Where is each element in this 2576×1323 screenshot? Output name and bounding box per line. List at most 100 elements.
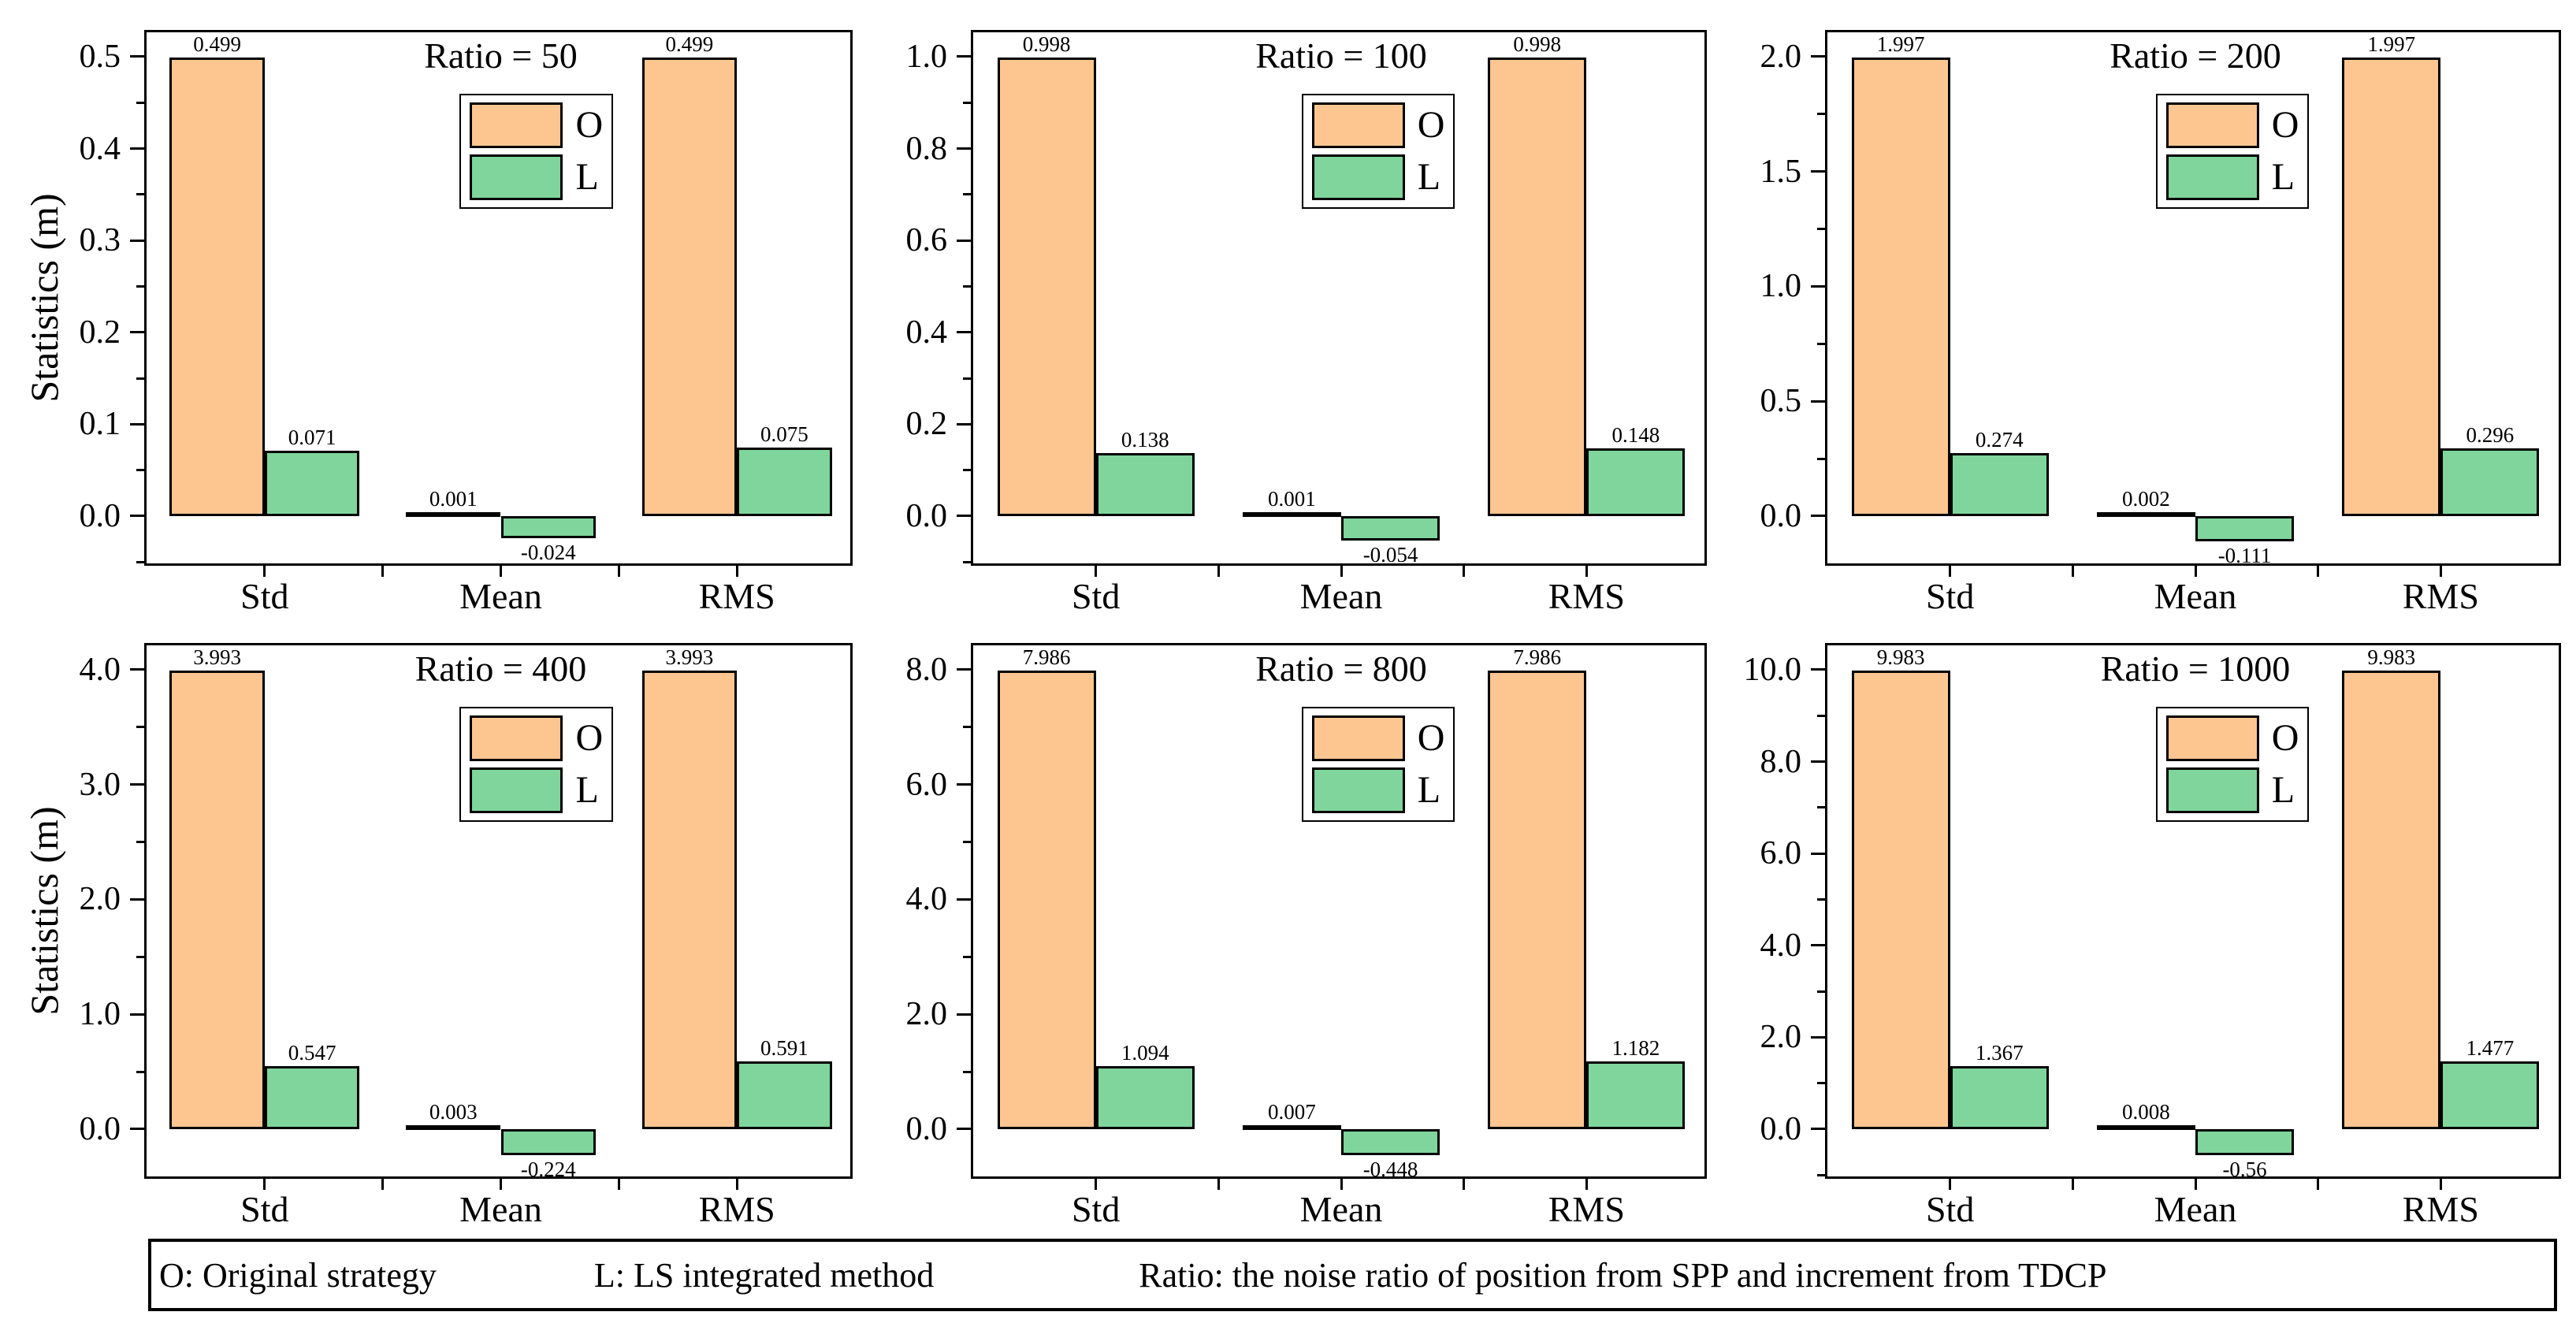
plot-area-ratio-400: 0.0 1.0 2.0 3.0 4.0 Std Mean RMS 3.993 0.003 3.993… [80, 643, 853, 1228]
bar-mean-o [1242, 511, 1341, 517]
y-tick-label: 2.0 [905, 996, 948, 1033]
x-tick [1949, 563, 1952, 577]
y-tick-label: 2.0 [79, 881, 121, 918]
x-tick [381, 1176, 385, 1190]
bar-value-label: 9.983 [2367, 645, 2416, 669]
bar-rms-o [2342, 670, 2441, 1129]
category-label-mean: Mean [2154, 1189, 2237, 1229]
y-major-tick [957, 331, 971, 334]
x-tick [500, 563, 502, 577]
bar-value-label: 0.591 [760, 1035, 808, 1060]
y-tick-label: 0.8 [905, 130, 948, 167]
legend-label-l: L [1417, 156, 1441, 198]
legend-swatch-l [2165, 767, 2259, 813]
legend-label-o: O [575, 104, 604, 146]
chart-title-ratio-1000: Ratio = 1000 [2100, 648, 2291, 689]
y-minor-tick [1817, 457, 1825, 460]
x-tick [735, 563, 738, 577]
bar-value-label: 1.367 [1975, 1041, 2024, 1065]
bar-mean-o [406, 511, 501, 517]
bar-value-label: -0.111 [2217, 544, 2272, 568]
y-tick-label: 0.2 [79, 314, 121, 351]
y-minor-tick [963, 726, 971, 729]
bar-mean-l [500, 1128, 596, 1155]
category-label-std: Std [1071, 576, 1121, 616]
y-tick-label: 0.5 [79, 38, 121, 75]
y-minor-tick [136, 101, 144, 104]
bar-rms-o [2342, 57, 2441, 516]
legend-entry-o: O [2165, 715, 2299, 761]
bar-value-label: 0.547 [288, 1041, 336, 1065]
bar-mean-l [500, 515, 596, 538]
y-major-tick [1811, 760, 1825, 764]
category-label-mean: Mean [459, 576, 542, 616]
bar-value-label: 0.998 [1513, 32, 1562, 57]
bar-value-label: 0.296 [2466, 422, 2515, 447]
bar-value-label: 0.274 [1975, 428, 2024, 452]
bar-value-label: 0.001 [1268, 486, 1316, 511]
y-tick-label: 0.1 [79, 406, 121, 443]
legend-swatch-l [470, 767, 563, 813]
bar-value-label: 0.998 [1022, 32, 1071, 57]
y-minor-tick [963, 1070, 971, 1073]
x-tick [2439, 563, 2442, 577]
plot-area-ratio-50: 0.0 0.1 0.2 0.3 0.4 0.5 Std Mean RMS 0.499 0.001 0.… [80, 30, 853, 615]
y-tick-label: 1.0 [79, 996, 121, 1033]
y-tick-label: 0.5 [1760, 383, 1802, 420]
y-minor-tick [1817, 1082, 1825, 1085]
category-label-std: Std [1071, 1189, 1121, 1229]
x-tick [1340, 563, 1343, 577]
legend-label-l: L [1417, 769, 1441, 811]
y-major-tick [130, 239, 144, 242]
bar-rms-o [1488, 670, 1587, 1129]
y-major-tick [130, 1013, 144, 1016]
bar-std-o [1851, 57, 1950, 516]
category-label-std: Std [1925, 576, 1975, 616]
category-label-rms: RMS [2402, 576, 2479, 616]
x-tick [2071, 563, 2074, 577]
y-major-tick [130, 783, 144, 786]
bar-value-label: 1.182 [1611, 1035, 1660, 1060]
legend-label-o: O [2271, 104, 2299, 146]
bar-mean-o [406, 1124, 501, 1130]
y-minor-tick [136, 955, 144, 958]
bar-mean-o [2096, 511, 2195, 517]
category-label-std: Std [240, 1189, 289, 1229]
bar-value-label: 3.993 [665, 645, 714, 669]
bar-value-label: -0.024 [520, 540, 576, 564]
y-minor-tick [1817, 113, 1825, 116]
legend-entry-l: L [1311, 767, 1445, 813]
bar-value-label: 1.094 [1121, 1041, 1169, 1065]
bar-std-l [1950, 453, 2049, 516]
plot-area-ratio-800: 0.0 2.0 4.0 6.0 8.0 Std Mean RMS 7.986 0.007 7.986… [906, 643, 1707, 1228]
x-tick [2194, 1176, 2197, 1190]
x-tick [735, 1176, 738, 1190]
legend-entry-o: O [1311, 102, 1445, 148]
y-tick-label: 10.0 [1743, 651, 1802, 688]
y-major-tick [957, 55, 971, 58]
y-minor-tick [136, 841, 144, 844]
bar-rms-l [737, 1061, 832, 1129]
y-tick-label: 4.0 [1760, 927, 1802, 964]
bar-value-label: 0.003 [429, 1099, 478, 1124]
x-tick [2071, 1176, 2074, 1190]
x-tick [2317, 1176, 2320, 1190]
bar-value-label: 0.148 [1611, 422, 1660, 447]
legend-swatch-o [1311, 102, 1405, 148]
legend-label-l: L [575, 156, 599, 198]
legend-swatch-o [470, 102, 563, 148]
bar-mean-l [1341, 515, 1440, 541]
y-major-tick [957, 1128, 971, 1131]
y-major-tick [1811, 170, 1825, 173]
x-tick [500, 1176, 502, 1190]
x-tick [1217, 1176, 1220, 1190]
legend-label-o: O [1417, 104, 1445, 146]
y-minor-tick [1817, 228, 1825, 231]
x-tick [2439, 1176, 2442, 1190]
y-minor-tick [1817, 1173, 1825, 1176]
y-tick-label: 0.2 [905, 406, 948, 443]
bar-rms-l [1586, 1061, 1686, 1129]
bar-rms-l [2440, 448, 2540, 516]
y-minor-tick [963, 193, 971, 196]
legend-swatch-o [2165, 715, 2259, 761]
